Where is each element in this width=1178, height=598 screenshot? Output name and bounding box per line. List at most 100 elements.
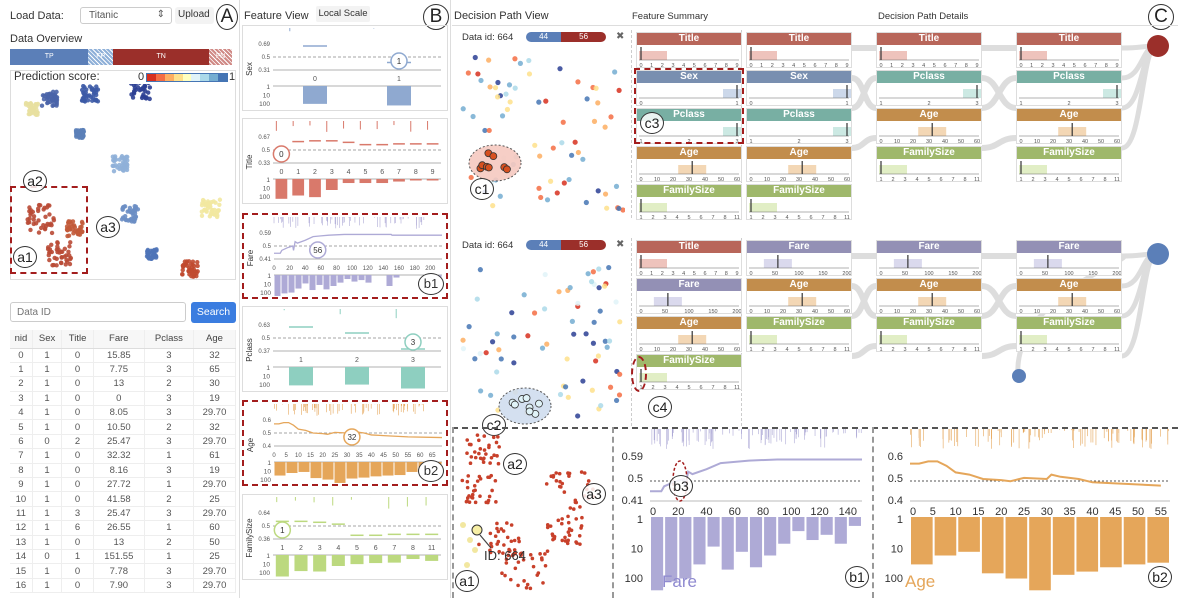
feature-card-chart: 0 1 2 3 4 5 6 7 8 9 — [1019, 47, 1119, 69]
column-header-fare[interactable]: Fare — [93, 330, 145, 349]
instance-point — [494, 369, 500, 375]
instance-point — [528, 553, 533, 557]
feature-card-title[interactable]: Title 0 1 2 3 4 5 6 7 8 9 — [636, 32, 742, 69]
feature-card-familysize[interactable]: FamilySize 1 2 3 4 5 6 7 8 11 — [876, 146, 982, 183]
table-row[interactable]: 14 0 1 151.55 1 25 — [10, 549, 237, 565]
confusion-segment-tp[interactable]: TP — [10, 49, 89, 65]
feature-card-familysize[interactable]: FamilySize 1 2 3 4 5 6 7 8 11 — [876, 316, 982, 353]
feature-card-chart: 0 1 2 3 4 5 6 7 8 9 — [639, 255, 739, 277]
feature-card-title[interactable]: Title 0 1 2 3 4 5 6 7 8 9 — [876, 32, 982, 69]
feature-card-pclass[interactable]: Pclass 1 2 3 — [876, 70, 991, 107]
close-icon[interactable]: ✖ — [616, 239, 625, 250]
feature-card-familysize[interactable]: FamilySize 1 2 3 4 5 6 7 8 11 — [1016, 316, 1122, 353]
feature-card-sex[interactable]: Sex 0 1 — [746, 70, 861, 107]
column-header-title[interactable]: Title — [61, 330, 94, 349]
instance-point — [613, 299, 619, 305]
feature-card-age[interactable]: Age 0 10 20 30 40 50 60 — [1016, 278, 1122, 315]
feature-card-fare[interactable]: Fare 0 50 100 150 200 — [636, 278, 742, 315]
table-row[interactable]: 0 1 0 15.85 3 32 — [10, 348, 237, 363]
column-header-pclass[interactable]: Pclass — [144, 330, 194, 349]
tick-label: 50 — [662, 309, 668, 314]
search-button[interactable]: Search — [191, 302, 236, 323]
annotation-A: A — [216, 4, 238, 30]
feature-card-age[interactable]: Age 0 10 20 30 40 50 60 — [636, 316, 742, 353]
table-row[interactable]: 7 1 0 32.32 1 61 — [10, 448, 237, 464]
table-row[interactable]: 9 1 0 27.72 1 29.70 — [10, 477, 237, 493]
close-icon[interactable]: ✖ — [616, 31, 625, 42]
tick-label: 4 — [1055, 177, 1058, 182]
feature-card-fare[interactable]: Fare 0 50 100 150 200 — [876, 240, 982, 277]
tick-label: 3 — [671, 271, 674, 276]
x-tick-label: 50 — [1132, 506, 1144, 518]
feature-card-age[interactable]: Age 0 10 20 30 40 50 60 — [1016, 108, 1122, 145]
upload-button[interactable]: Upload — [175, 7, 214, 24]
instance-point — [482, 448, 487, 452]
column-header-sex[interactable]: Sex — [32, 330, 63, 349]
feature-card-pclass[interactable]: Pclass 1 2 3 — [746, 108, 861, 145]
feature-panel-familysize[interactable]: FamilySize 0.64 0.5 0.36 1 10 100 1 2 3 4 5 6 7 8 11 1 — [242, 494, 448, 580]
table-row[interactable]: 15 1 0 7.78 3 29.70 — [10, 563, 237, 579]
feature-card-familysize[interactable]: FamilySize 1 2 3 4 5 6 7 8 11 — [636, 354, 742, 391]
table-row[interactable]: 5 1 0 10.50 2 32 — [10, 419, 237, 435]
feature-card-fare[interactable]: Fare 0 50 100 150 200 — [746, 240, 852, 277]
column-header-nid[interactable]: nid — [10, 330, 33, 349]
confusion-segment-tn[interactable]: TN — [113, 49, 210, 65]
feature-card-age[interactable]: Age 0 10 20 30 40 50 60 — [746, 278, 852, 315]
table-row[interactable]: 13 1 0 13 2 50 — [10, 535, 237, 550]
local-scale-button[interactable]: Local Scale — [316, 6, 370, 22]
count-tick-label: 100 — [259, 101, 270, 108]
table-row[interactable]: 2 1 0 13 2 30 — [10, 376, 237, 392]
tick-label: 3 — [1043, 177, 1046, 182]
table-row[interactable]: 11 1 3 25.47 3 29.70 — [10, 506, 237, 522]
dataset-select[interactable]: Titanic ⇕ — [80, 7, 172, 24]
instance-point — [490, 488, 494, 493]
count-bar — [346, 462, 358, 479]
instance-point — [521, 292, 527, 298]
feature-card-fare[interactable]: Fare 0 50 100 150 200 — [1016, 240, 1122, 277]
pointer-arrow — [479, 534, 492, 549]
feature-card-age[interactable]: Age 0 10 20 30 40 50 60 — [636, 146, 742, 183]
feature-panel-age[interactable]: Age 0.6 0.5 0.4 1 10 100 0 5 10 15 20 25 30 35 40 45 50 55… — [242, 400, 448, 486]
tick-label: 8 — [1105, 63, 1108, 68]
feature-card-familysize[interactable]: FamilySize 1 2 3 4 5 6 7 8 11 — [746, 316, 852, 353]
feature-card-familysize[interactable]: FamilySize 1 2 3 4 5 6 7 8 11 — [746, 184, 852, 221]
feature-card-title[interactable]: Title 0 1 2 3 4 5 6 7 8 9 — [746, 32, 852, 69]
data-id-input[interactable] — [10, 302, 186, 322]
table-row[interactable]: 3 1 0 0 3 19 — [10, 391, 237, 407]
tick-label: 0 — [879, 271, 882, 276]
feature-panel-sex[interactable]: Sex 0.69 0.5 0.31 1 10 100 0 1 1 — [242, 25, 448, 111]
column-header-age[interactable]: Age — [193, 330, 237, 349]
table-row[interactable]: 12 1 6 26.55 1 60 — [10, 520, 237, 536]
projection-point — [94, 84, 99, 89]
table-row[interactable]: 8 1 0 8.16 3 19 — [10, 463, 237, 479]
tick-label: 0 — [879, 309, 882, 314]
feature-card-title[interactable]: Title 0 1 2 3 4 5 6 7 8 9 — [1016, 32, 1122, 69]
table-row[interactable]: 6 0 2 25.47 3 29.70 — [10, 434, 237, 450]
feature-card-pclass[interactable]: Pclass 1 2 3 — [1016, 70, 1131, 107]
feature-card-sex[interactable]: Sex 0 1 — [636, 70, 751, 107]
feature-card-familysize[interactable]: FamilySize 1 2 3 4 5 6 7 8 11 — [1016, 146, 1122, 183]
confusion-segment-fn[interactable]: FN — [209, 49, 232, 65]
feature-card-age[interactable]: Age 0 10 20 30 40 50 60 — [876, 108, 982, 145]
tick-label: 8 — [725, 63, 728, 68]
feature-panel-pclass[interactable]: Pclass 0.63 0.5 0.37 1 10 100 1 2 3 3 — [242, 306, 448, 392]
table-row[interactable]: 4 1 0 8.05 3 29.70 — [10, 405, 237, 421]
feature-card-title[interactable]: Title 0 1 2 3 4 5 6 7 8 9 — [636, 240, 742, 277]
table-row[interactable]: 16 1 0 7.90 3 29.70 — [10, 578, 237, 594]
projection-point — [127, 208, 132, 213]
histogram-bar — [749, 203, 777, 212]
feature-card-age[interactable]: Age 0 10 20 30 40 50 60 — [876, 278, 982, 315]
table-cell: 5 — [10, 419, 33, 435]
feature-panel-title[interactable]: Title 0.67 0.5 0.33 1 10 100 0 1 2 3 4 5 6 7 8 9 0 — [242, 118, 448, 204]
confusion-segment-fp[interactable]: FP — [88, 49, 114, 65]
table-cell: 29.70 — [193, 578, 237, 594]
feature-card-age[interactable]: Age 0 10 20 30 40 50 60 — [746, 146, 852, 183]
feature-panel-fare[interactable]: Fare 0.59 0.5 0.41 1 10 100 0 20 40 60 80 100 120 140 1… — [242, 213, 448, 299]
projection-view[interactable] — [10, 70, 236, 280]
table-row[interactable]: 10 1 0 41.58 2 25 — [10, 491, 237, 507]
tick-label: 5 — [693, 63, 696, 68]
feature-card-familysize[interactable]: FamilySize 1 2 3 4 5 6 7 8 11 — [636, 184, 742, 221]
table-row[interactable]: 1 1 0 7.75 3 65 — [10, 362, 237, 378]
instance-point — [492, 85, 499, 91]
projection-scatter[interactable] — [10, 84, 236, 280]
